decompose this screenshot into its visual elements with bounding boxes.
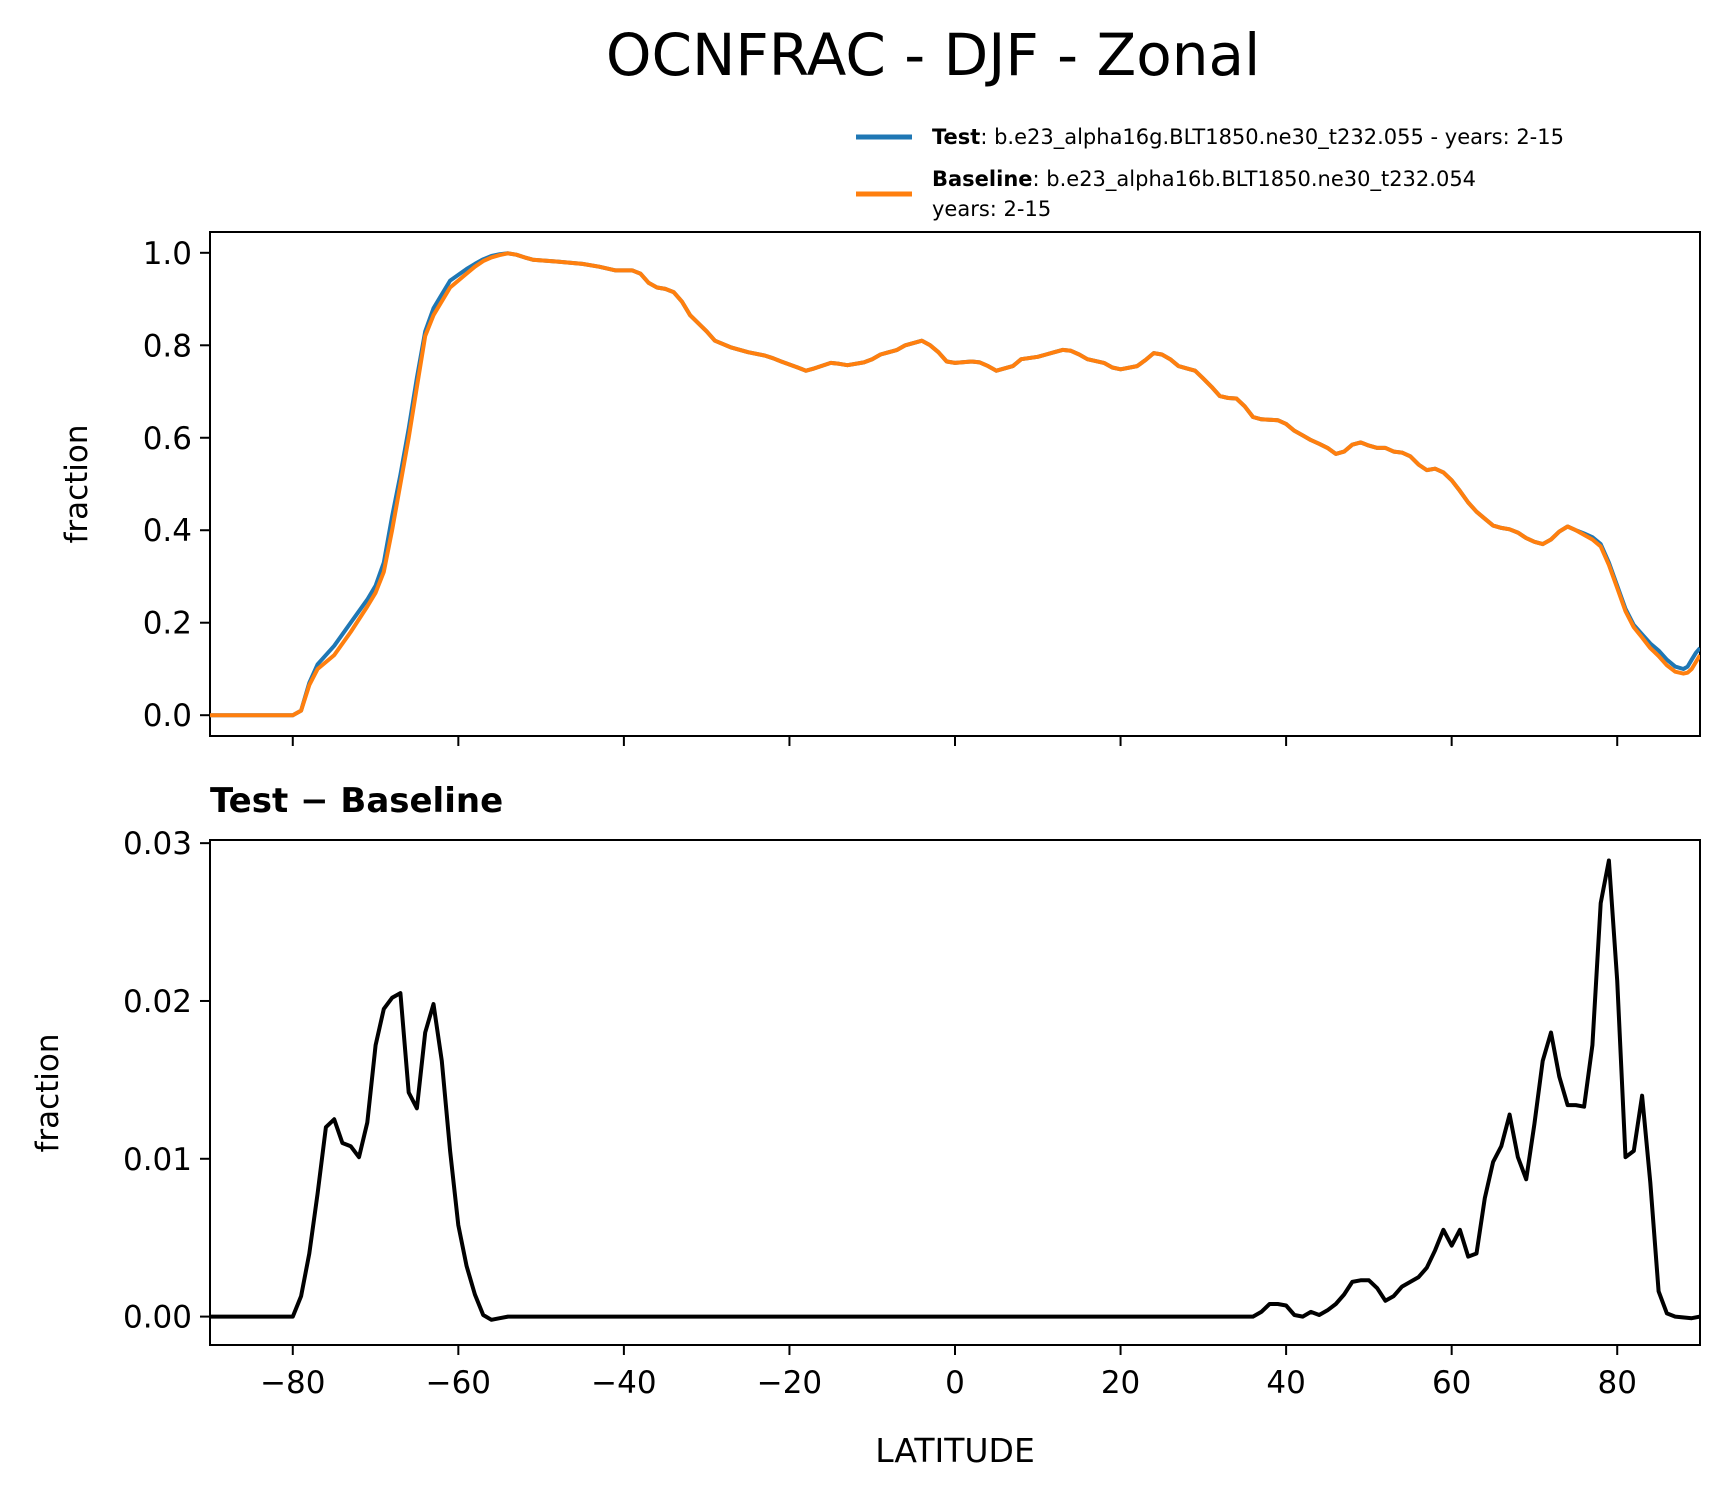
top-series-line-baseline [210,251,1700,718]
top-y-axis-ticks: 0.0 0.2 0.4 0.6 0.8 1.0 [143,236,210,734]
legend-label-test: Test: b.e23_alpha16g.BLT1850.ne30_t232.0… [932,125,1564,150]
top-y-tick-label: 0.2 [143,606,192,642]
bottom-panel: Test − Baseline 0.000.010.020.03 −80 −60−… [30,781,1701,1401]
legend-label-baseline-text: : b.e23_alpha16b.BLT1850.ne30_t232.054 [1033,167,1477,192]
legend-label-test-text: : b.e23_alpha16g.BLT1850.ne30_t232.055 -… [980,125,1564,150]
legend-label-baseline-years: years: 2-15 [932,197,1051,221]
diff-title-minus: − [288,781,340,821]
legend-label-test-bold: Test [932,125,980,149]
top-y-tick-label: 0.6 [143,421,192,457]
bottom-series-lines [210,858,1700,1322]
x-tick-label: −80 [260,1365,325,1401]
diff-title-test: Test [210,781,288,821]
bottom-y-tick-label: 0.01 [123,1142,192,1178]
bottom-x-axis-ticks: −80 −60 −40 −20 0 20 40 60 80 [260,1345,1637,1401]
x-tick-label: 60 [1432,1365,1471,1401]
legend-label-baseline-bold: Baseline [932,167,1033,191]
x-tick-label: −40 [591,1365,656,1401]
x-tick-label: 80 [1597,1365,1636,1401]
bottom-y-tick-label: 0.00 [123,1300,192,1336]
bottom-series-line-test-baseline [210,858,1700,1322]
legend-label-baseline: Baseline: b.e23_alpha16b.BLT1850.ne30_t2… [932,167,1476,192]
top-x-axis-ticks [291,736,1619,746]
diff-panel-title: Test − Baseline [210,781,503,821]
legend: Test: b.e23_alpha16g.BLT1850.ne30_t232.0… [856,125,1564,221]
x-tick-label: 0 [945,1365,965,1401]
x-tick-label: 20 [1101,1365,1140,1401]
bottom-y-tick-label: 0.02 [123,984,192,1020]
top-panel: 0.0 0.2 0.4 0.6 0.8 1.0 fraction [59,231,1701,746]
x-axis-label: LATITUDE [875,1431,1035,1470]
bottom-y-tick-label: 0.03 [123,826,192,862]
top-y-tick-label: 0.4 [143,513,192,549]
top-series-lines [210,251,1700,718]
bottom-y-axis-ticks: 0.00 0.01 0.02 0.03 [123,826,210,1336]
top-y-axis-label: fraction [59,424,95,543]
top-y-tick-label: 0.8 [143,328,192,364]
x-tick-label: −20 [757,1365,822,1401]
x-tick-label: 40 [1266,1365,1305,1401]
bottom-y-axis-label: fraction [30,1033,66,1152]
top-y-tick-label: 0.0 [143,698,192,734]
top-y-tick-label: 1.0 [143,236,192,272]
x-tick-label: −60 [426,1365,491,1401]
chart-title: OCNFRAC - DJF - Zonal [606,21,1260,89]
diff-title-baseline: Baseline [340,781,503,821]
